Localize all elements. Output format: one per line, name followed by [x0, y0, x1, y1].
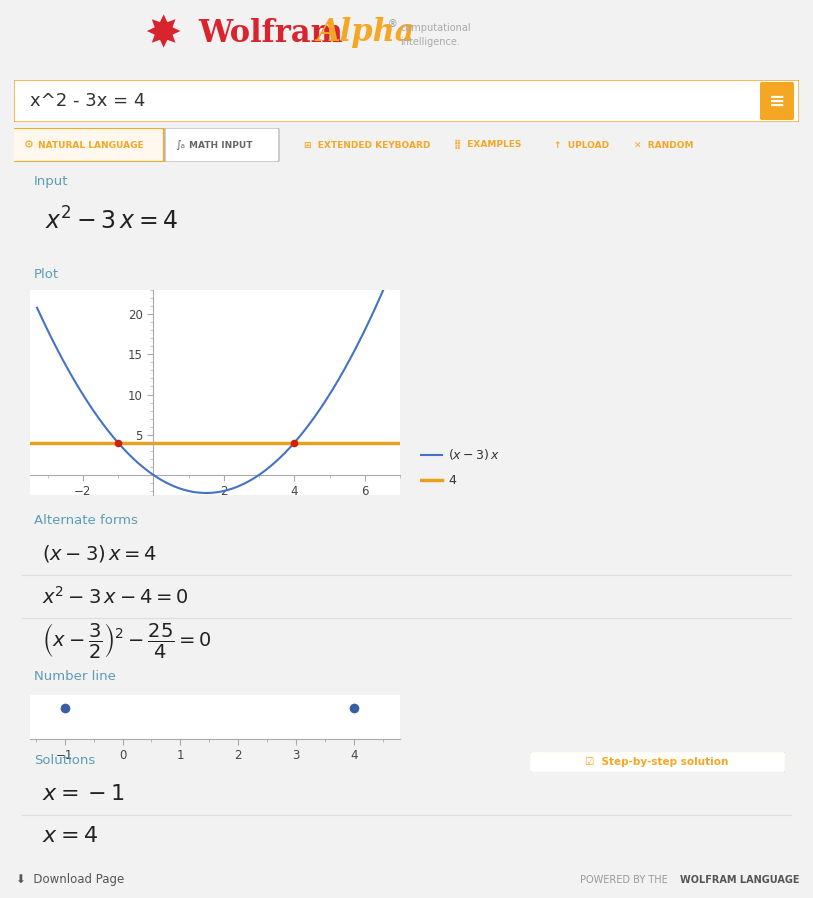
Text: $(x-3)\,x$: $(x-3)\,x$: [448, 447, 500, 462]
Text: 4: 4: [448, 473, 456, 487]
Text: intelligence.: intelligence.: [400, 37, 460, 47]
Text: Solutions: Solutions: [33, 754, 95, 768]
Text: ⊞  EXTENDED KEYBOARD: ⊞ EXTENDED KEYBOARD: [304, 140, 430, 149]
Text: ⚙: ⚙: [24, 140, 34, 150]
Text: $\left(x-\dfrac{3}{2}\right)^{2}-\dfrac{25}{4}=0$: $\left(x-\dfrac{3}{2}\right)^{2}-\dfrac{…: [42, 621, 212, 659]
Text: MATH INPUT: MATH INPUT: [189, 140, 253, 149]
FancyBboxPatch shape: [529, 751, 786, 773]
Text: Alpha: Alpha: [316, 17, 415, 48]
Text: ∫ₐ: ∫ₐ: [175, 140, 185, 150]
FancyBboxPatch shape: [12, 128, 164, 162]
FancyBboxPatch shape: [760, 82, 794, 120]
Text: Input: Input: [33, 174, 68, 188]
Text: WOLFRAM LANGUAGE: WOLFRAM LANGUAGE: [680, 875, 799, 885]
Text: Plot: Plot: [33, 268, 59, 280]
Text: x^2 - 3x = 4: x^2 - 3x = 4: [30, 92, 146, 110]
Text: computational: computational: [400, 23, 471, 33]
Text: $x^{2}-3\,x-4=0$: $x^{2}-3\,x-4=0$: [42, 586, 189, 608]
Text: ✸: ✸: [145, 13, 181, 57]
Text: $x=4$: $x=4$: [42, 826, 98, 846]
FancyBboxPatch shape: [13, 79, 800, 123]
Text: $(x-3)\,x=4$: $(x-3)\,x=4$: [42, 543, 157, 565]
Text: POWERED BY THE: POWERED BY THE: [580, 875, 671, 885]
Text: Number line: Number line: [33, 670, 115, 682]
FancyBboxPatch shape: [165, 128, 279, 162]
Text: ⣿  EXAMPLES: ⣿ EXAMPLES: [454, 140, 521, 149]
Text: ✕  RANDOM: ✕ RANDOM: [634, 140, 693, 149]
Text: ☑  Step-by-step solution: ☑ Step-by-step solution: [585, 757, 728, 767]
Text: ®: ®: [388, 19, 398, 29]
Text: ⬇  Download Page: ⬇ Download Page: [16, 874, 124, 886]
Text: ↑  UPLOAD: ↑ UPLOAD: [554, 140, 609, 149]
Text: ≡: ≡: [769, 92, 785, 110]
Text: $x=-1$: $x=-1$: [42, 784, 124, 804]
Text: $x^{2}-3\,x=4$: $x^{2}-3\,x=4$: [46, 207, 179, 234]
Text: Alternate forms: Alternate forms: [33, 515, 137, 527]
Text: Wolfram: Wolfram: [198, 17, 343, 48]
Text: NATURAL LANGUAGE: NATURAL LANGUAGE: [38, 140, 144, 149]
